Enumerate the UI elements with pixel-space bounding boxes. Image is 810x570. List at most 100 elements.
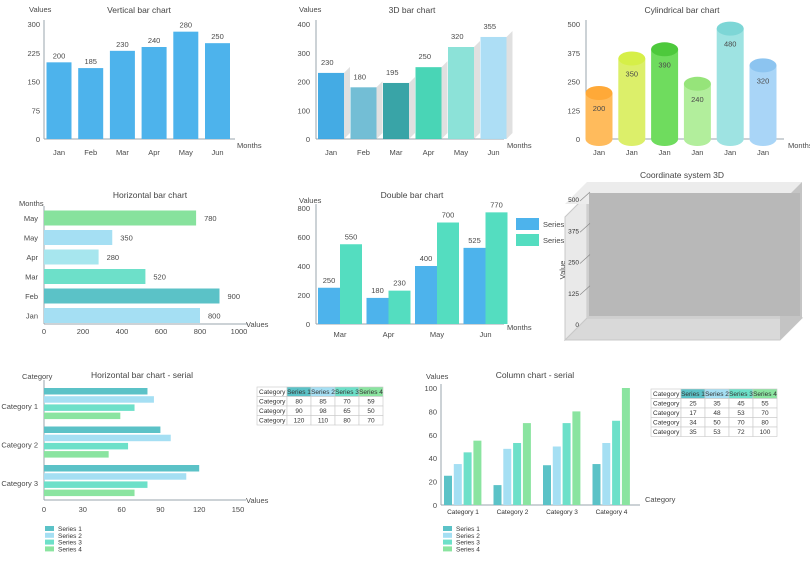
bar: [592, 464, 601, 505]
cylinder-body: [716, 28, 744, 140]
y-tick-label: 500: [568, 197, 579, 204]
data-label: 200: [593, 104, 606, 113]
legend-swatch: [45, 526, 54, 531]
y-tick-mark: [579, 222, 591, 233]
cylinder-base: [749, 132, 777, 146]
column-chart-serial: Column chart - serial Values 0 20 40 60 80 100 C…: [424, 370, 777, 553]
legend-swatch: [516, 234, 539, 246]
cylinder-top: [683, 76, 711, 91]
data-label: 180: [371, 286, 384, 295]
table-text: 80: [343, 418, 351, 425]
chart-title: Double bar chart: [381, 190, 444, 200]
y-tick-label: 0: [306, 135, 310, 144]
bar: [44, 396, 154, 403]
x-axis-label: Category: [645, 495, 676, 504]
bar: [388, 290, 411, 324]
table-text: 53: [713, 429, 721, 436]
y-tick-label: Category 3: [1, 479, 38, 488]
y-axis-label: Category: [22, 372, 53, 381]
data-label: 250: [211, 32, 224, 41]
bar-top-face: [383, 76, 415, 83]
data-label: 320: [757, 76, 770, 85]
double-bar-chart: Double bar chart Values 0 200 400 600 800 Month…: [297, 190, 570, 339]
y-tick-label: 125: [567, 106, 580, 115]
bar: [437, 222, 459, 324]
y-tick-label: 250: [567, 78, 580, 87]
bar: [453, 464, 462, 505]
bar: [572, 411, 581, 505]
legend-label: Series 4: [456, 546, 480, 553]
bar: [44, 442, 129, 450]
floor-face: [563, 317, 804, 341]
y-tick-label: 375: [568, 228, 579, 235]
bar: [78, 68, 104, 139]
table-text: Category: [259, 389, 286, 396]
table-cell: [752, 426, 778, 437]
x-tick-label: 0: [42, 505, 46, 514]
x-tick-label: Category 2: [497, 509, 529, 516]
x-tick-label: 0: [42, 327, 46, 336]
legend-swatch: [443, 526, 452, 531]
table-text: 25: [689, 401, 697, 408]
bar: [340, 244, 362, 324]
data-label: 320: [451, 32, 464, 41]
y-tick-label: 0: [575, 322, 579, 329]
table-text: 55: [761, 401, 769, 408]
x-tick-label: Feb: [357, 148, 370, 157]
data-label: 185: [84, 57, 97, 66]
bar: [543, 465, 551, 505]
y-tick-label: 200: [297, 291, 310, 300]
y-tick-label: 0: [36, 135, 40, 144]
data-label: 770: [490, 200, 503, 209]
table-text: 80: [295, 399, 303, 406]
cylinder-base: [651, 132, 679, 146]
y-tick-mark: [579, 254, 591, 264]
table-text: 35: [713, 401, 721, 408]
back-wall: [589, 193, 800, 316]
x-tick-label: Jun: [211, 148, 223, 157]
y-tick-label: Apr: [26, 253, 38, 262]
table-text: Series 2: [311, 389, 335, 396]
x-tick-label: Jun: [479, 330, 491, 339]
y-axis-label: Values: [299, 5, 322, 14]
y-tick-label: May: [24, 234, 38, 243]
bar: [415, 266, 437, 324]
table-text: 70: [761, 410, 769, 417]
cylinder-base: [716, 132, 744, 146]
table-cell: [358, 415, 384, 426]
x-tick-label: May: [179, 148, 193, 157]
table-text: Series 3: [335, 389, 359, 396]
table-text: Series 3: [729, 391, 753, 398]
data-label: 390: [658, 60, 671, 69]
bar: [513, 442, 522, 505]
bar: [366, 297, 389, 324]
data-label: 180: [354, 72, 367, 81]
table-text: 70: [343, 399, 351, 406]
x-tick-label: 90: [156, 505, 164, 514]
bar-top-face: [318, 66, 350, 73]
y-axis-label: Values: [426, 372, 449, 381]
cylindrical-bar-chart: Cylindrical bar chart 0 125 250 375 500 Months…: [567, 5, 810, 157]
table-text: 34: [689, 420, 697, 427]
bar: [463, 452, 472, 505]
x-tick-label: 1000: [231, 327, 248, 336]
cylinder-top: [749, 58, 777, 73]
table-text: 17: [689, 410, 697, 417]
table-text: 48: [713, 410, 721, 417]
x-axis-label: Months: [507, 323, 532, 332]
cylinder-body: [749, 65, 777, 139]
bar: [480, 36, 507, 139]
y-tick-label: 75: [32, 106, 40, 115]
cylinder-top: [716, 21, 744, 36]
cylinder-top: [585, 86, 613, 100]
bar-side-face: [506, 30, 513, 139]
x-tick-label: Jan: [724, 148, 736, 157]
x-axis-label: Months: [237, 141, 262, 150]
y-tick-label: 300: [297, 49, 310, 58]
bar: [562, 423, 571, 505]
x-tick-label: Feb: [84, 148, 97, 157]
bar-top-face: [480, 30, 513, 37]
cylinder-base: [618, 132, 646, 146]
y-tick-mark: [579, 285, 591, 296]
